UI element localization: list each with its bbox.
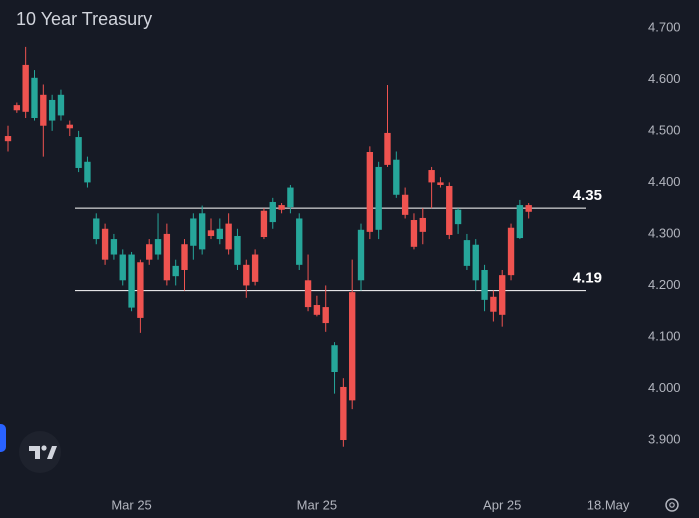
candle-body xyxy=(525,205,532,212)
candle-body xyxy=(357,229,365,281)
candle-body xyxy=(225,223,232,250)
y-tick-label: 4.700 xyxy=(648,19,681,34)
y-tick-label: 4.100 xyxy=(648,328,681,343)
y-tick-label: 4.500 xyxy=(648,122,681,137)
candle-body xyxy=(101,228,109,260)
candle-body xyxy=(137,262,144,318)
candle-body xyxy=(128,254,135,308)
candle-body xyxy=(454,209,462,225)
candle-body xyxy=(349,292,356,401)
candle-body xyxy=(278,205,285,210)
candle-body xyxy=(48,99,56,121)
candle-body xyxy=(4,136,12,142)
x-tick-label: Mar 25 xyxy=(111,497,151,512)
candle-body xyxy=(110,239,118,255)
candle-body xyxy=(331,345,338,373)
y-tick-label: 4.200 xyxy=(648,277,681,292)
candle-body xyxy=(13,105,21,111)
candle-body xyxy=(40,94,47,126)
candle-body xyxy=(31,77,38,118)
y-tick-label: 4.400 xyxy=(648,174,681,189)
candle-body xyxy=(366,151,374,232)
candle-body xyxy=(260,210,268,238)
plot-area: 3.900 4.000 4.100 4.200 4.300 4.400 4.500 4.600… xyxy=(4,19,681,512)
candle-body xyxy=(269,201,276,223)
candle-body xyxy=(84,161,91,183)
candle-body xyxy=(181,244,188,270)
candle-body xyxy=(296,218,303,265)
x-tick-label: Mar 25 xyxy=(297,497,337,512)
candle-body xyxy=(410,220,418,247)
candle-body xyxy=(66,124,73,129)
level-label: 4.19 xyxy=(573,270,602,287)
candle-body xyxy=(384,132,391,165)
candle-body xyxy=(243,264,250,286)
level-label: 4.35 xyxy=(573,187,602,204)
candle-body xyxy=(393,159,400,195)
candle-body xyxy=(340,386,347,441)
y-tick-label: 3.900 xyxy=(648,431,681,446)
candle-body xyxy=(419,217,426,232)
candle-body xyxy=(190,218,197,246)
candle-body xyxy=(172,265,179,277)
x-tick-label: Apr 25 xyxy=(483,497,521,512)
candle-body xyxy=(481,269,488,300)
candle-body xyxy=(463,240,471,266)
y-tick-label: 4.000 xyxy=(648,380,681,395)
candle-body xyxy=(287,187,294,208)
candle-body xyxy=(472,244,479,281)
chart-title: 10 Year Treasury xyxy=(16,9,152,29)
y-tick-label: 4.300 xyxy=(648,225,681,240)
candle-body xyxy=(198,213,206,250)
candle-body xyxy=(428,170,435,183)
candle-body xyxy=(207,230,215,236)
y-tick-label: 4.600 xyxy=(648,71,681,86)
candle-body xyxy=(22,64,29,112)
candle-body xyxy=(216,228,223,240)
candle-body xyxy=(437,182,444,185)
logo[interactable] xyxy=(19,431,61,473)
x-tick-label: 18.May xyxy=(587,497,630,512)
candle-body xyxy=(516,205,524,239)
candle-body xyxy=(313,305,321,315)
candle-body xyxy=(93,218,100,240)
candle-body xyxy=(251,254,259,282)
settings-button[interactable] xyxy=(665,498,679,512)
candle-body xyxy=(57,94,65,116)
candle-body xyxy=(146,244,153,260)
candle-body xyxy=(446,186,453,235)
candle-body xyxy=(163,233,171,281)
candle-body xyxy=(507,227,515,276)
candle-body xyxy=(154,239,162,255)
candle-body xyxy=(375,166,382,230)
candle-body xyxy=(119,254,126,281)
candle-body xyxy=(234,235,241,265)
candle-body xyxy=(490,296,497,312)
side-tab[interactable] xyxy=(0,424,6,452)
candle-body xyxy=(499,275,506,315)
candle-body xyxy=(75,137,82,168)
candle-body xyxy=(401,194,409,215)
candle-body xyxy=(322,307,329,324)
candle-body xyxy=(304,280,312,308)
